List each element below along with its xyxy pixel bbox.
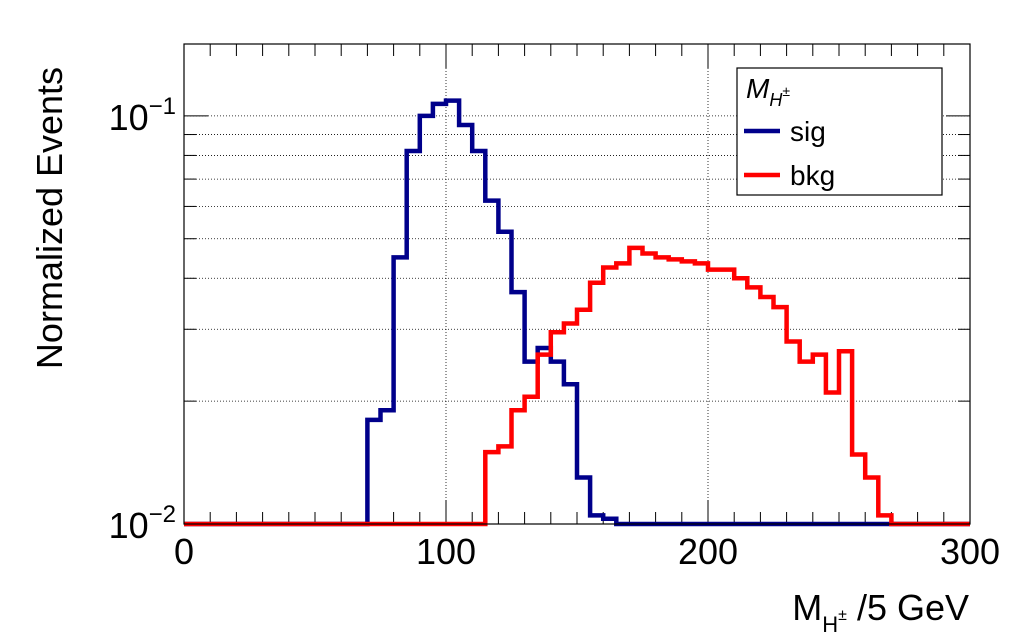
y-axis-title: Normalized Events: [29, 67, 70, 369]
y-tick-label: 10−1: [109, 93, 176, 138]
x-tick-label: 0: [174, 531, 194, 572]
x-tick-label: 100: [416, 531, 476, 572]
legend-entries: sig bkg: [744, 116, 835, 191]
legend: MH± sig bkg: [736, 67, 943, 196]
y-tick-label-exponent: −1: [149, 93, 176, 120]
y-tick-label-exponent: −2: [149, 501, 176, 528]
legend-label-sig: sig: [790, 116, 826, 147]
x-tick-label: 300: [940, 531, 1000, 572]
legend-label-bkg: bkg: [790, 160, 835, 191]
y-tick-label-base: 10: [109, 505, 149, 546]
series-group: [184, 98, 970, 527]
y-tick-label: 10−2: [109, 501, 176, 546]
series-bkg: [184, 245, 970, 527]
x-tick-label: 200: [678, 531, 738, 572]
series-sig: [184, 98, 970, 527]
plot-frame: [183, 43, 971, 525]
y-tick-label-base: 10: [109, 97, 149, 138]
x-axis-title: MH± /5 GeV: [792, 587, 969, 637]
legend-title: MH±: [746, 73, 790, 110]
